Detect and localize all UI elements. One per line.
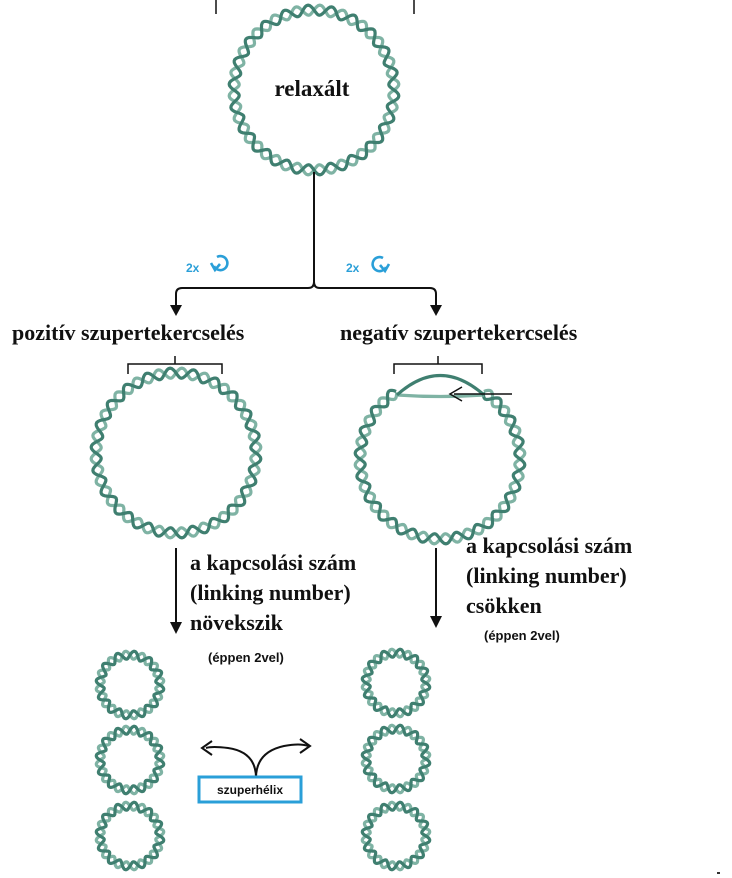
dna-strand-light — [94, 800, 166, 872]
increase-line-2: (linking number) — [190, 580, 351, 605]
relaxed-label: relaxált — [275, 76, 350, 101]
increase-line-3: növekszik — [190, 610, 284, 635]
decrease-line-1: a kapcsolási szám — [466, 533, 632, 558]
negative-dna-circle — [353, 388, 527, 546]
dna-strand-light — [353, 388, 527, 546]
negative-superhelix-loop-1 — [360, 647, 432, 719]
dna-strand-dark — [94, 724, 166, 796]
increase-line-1: a kapcsolási szám — [190, 550, 356, 575]
positive-superhelix-loop-2 — [94, 724, 166, 796]
superhelix-box — [197, 775, 303, 804]
superhelix-label: szuperhélix — [217, 783, 283, 797]
corner-mark — [717, 872, 720, 874]
unwound-bubble — [395, 374, 486, 399]
decrease-line-3: csökken — [466, 593, 542, 618]
decrease-note: (éppen 2vel) — [484, 628, 560, 643]
branch-arrows — [170, 172, 442, 316]
dna-strand-dark — [353, 388, 527, 546]
twist-left-label: 2x — [186, 261, 200, 275]
dna-strand-light — [360, 647, 432, 719]
negative-superhelix-loop-2 — [360, 723, 432, 795]
dna-strand-dark — [94, 800, 166, 872]
negative-superhelix-loop-3 — [360, 800, 432, 872]
positive-supercoiling-label: pozitív szupertekercselés — [12, 320, 245, 345]
down-arrow-left — [170, 548, 182, 634]
dna-strand-light — [360, 723, 432, 795]
increase-note: (éppen 2vel) — [208, 650, 284, 665]
negative-supercoiling-label: negatív szupertekercselés — [340, 320, 578, 345]
dna-strand-dark — [94, 649, 166, 721]
dna-strand-dark — [227, 3, 401, 177]
relaxed-dna-circle — [227, 3, 401, 177]
arrowhead-right — [430, 305, 442, 316]
arrowhead-left — [170, 305, 182, 316]
dna-strand-light — [360, 800, 432, 872]
pointer-arrow — [448, 386, 512, 402]
positive-superhelix-loop-3 — [94, 800, 166, 872]
brace-negative — [393, 356, 483, 374]
clockwise-twist-icon — [209, 254, 229, 273]
dna-strand-dark — [360, 723, 432, 795]
twist-right-label: 2x — [346, 261, 360, 275]
counterclockwise-twist-icon — [371, 255, 391, 274]
dna-strand-light — [94, 649, 166, 721]
decrease-line-2: (linking number) — [466, 563, 627, 588]
dna-layer — [89, 3, 527, 872]
positive-dna-circle — [89, 366, 263, 540]
dna-strand-dark — [89, 366, 263, 540]
superhelix-pointer — [200, 738, 312, 779]
dna-strand-dark — [360, 647, 432, 719]
dna-strand-light — [94, 724, 166, 796]
branch-line — [175, 281, 437, 312]
dna-strand-dark — [360, 800, 432, 872]
brace-positive — [127, 356, 223, 374]
positive-superhelix-loop-1 — [94, 649, 166, 721]
down-arrow-right — [430, 548, 442, 628]
